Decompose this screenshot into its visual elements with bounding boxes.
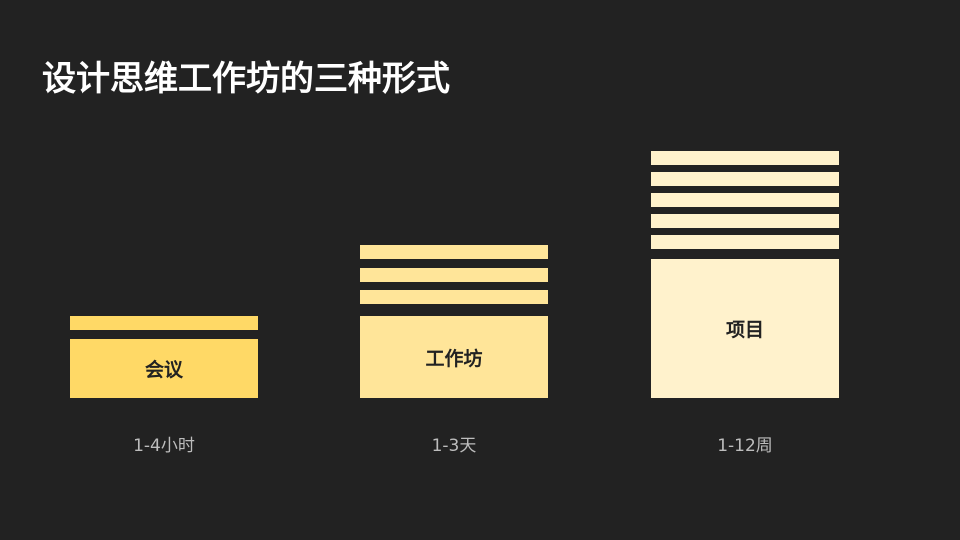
workshop-label: 工作坊 bbox=[425, 344, 482, 371]
meeting-duration: 1-4小时 bbox=[70, 431, 258, 456]
stripe bbox=[651, 151, 839, 165]
page-title: 设计思维工作坊的三种形式 bbox=[42, 56, 450, 102]
project-label: 项目 bbox=[726, 315, 764, 342]
stripe bbox=[651, 214, 839, 228]
meeting-block: 会议 bbox=[70, 339, 258, 398]
stripe bbox=[360, 245, 548, 259]
meeting-label: 会议 bbox=[145, 355, 183, 382]
form-project: 项目 bbox=[651, 151, 839, 398]
stripe bbox=[360, 268, 548, 282]
stripe bbox=[651, 193, 839, 207]
form-workshop: 工作坊 bbox=[360, 245, 548, 398]
workshop-block: 工作坊 bbox=[360, 316, 548, 398]
stripe bbox=[360, 290, 548, 304]
stripe bbox=[651, 235, 839, 249]
stripe bbox=[70, 316, 258, 330]
workshop-duration: 1-3天 bbox=[360, 431, 548, 456]
project-duration: 1-12周 bbox=[651, 431, 839, 456]
form-meeting: 会议 bbox=[70, 316, 258, 398]
project-block: 项目 bbox=[651, 259, 839, 398]
stripe bbox=[651, 172, 839, 186]
